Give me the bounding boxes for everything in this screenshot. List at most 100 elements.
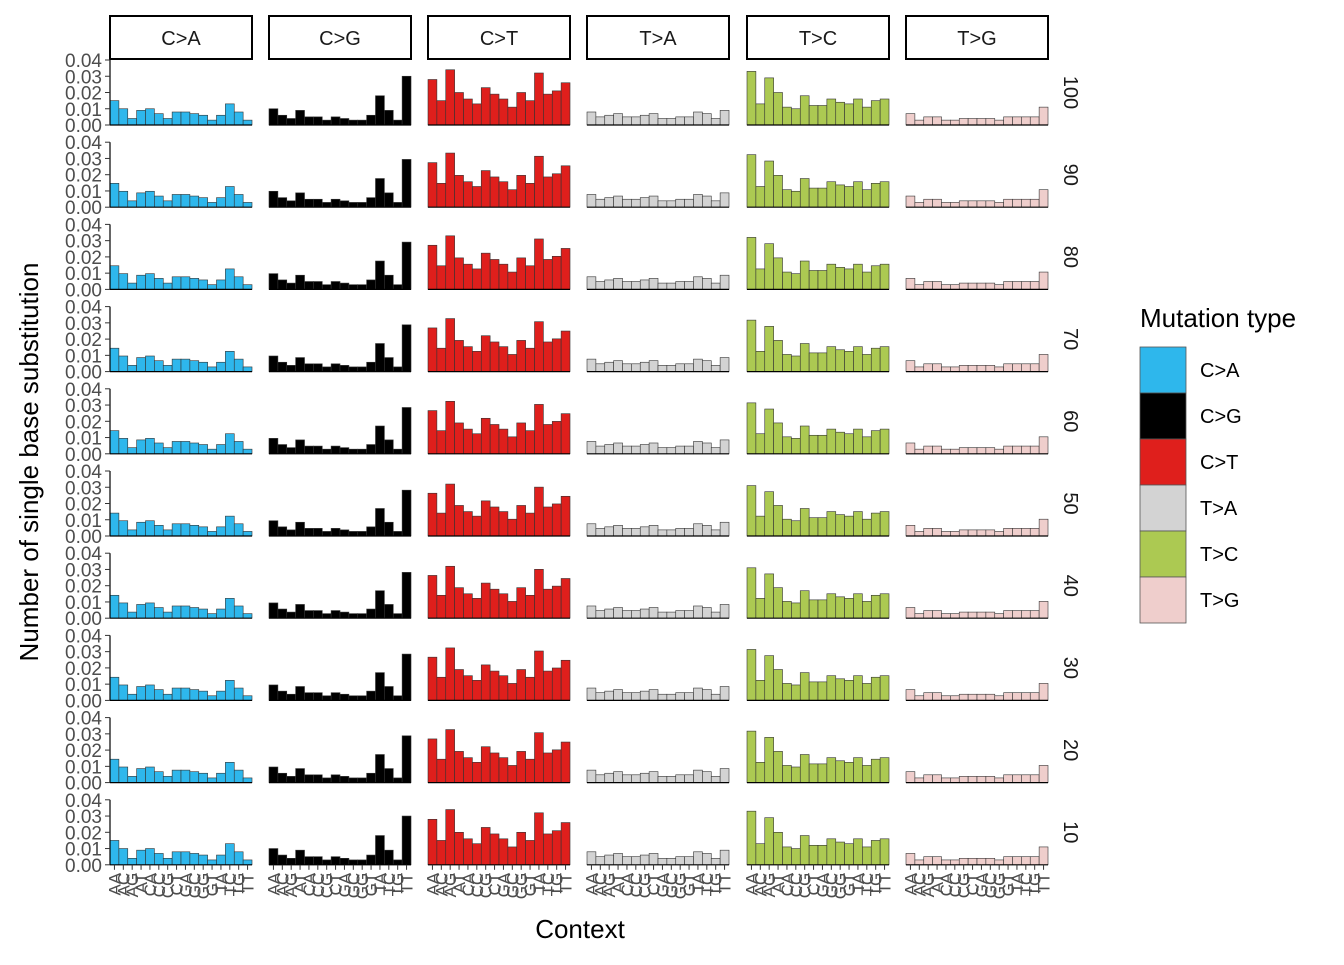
y-tick-label: 0.01 <box>65 429 102 450</box>
bar <box>366 361 376 372</box>
y-tick-label: 0.00 <box>65 527 102 548</box>
bar <box>534 812 544 866</box>
bar <box>862 271 872 290</box>
bar <box>198 854 208 866</box>
bar <box>286 365 296 372</box>
bar <box>622 856 632 866</box>
bar <box>1003 281 1013 290</box>
x-tick-label: TC <box>380 873 399 896</box>
bar <box>392 695 403 701</box>
bar <box>648 195 659 208</box>
bar <box>348 531 359 537</box>
y-tick-label: 0.00 <box>65 609 102 630</box>
bar <box>463 181 473 208</box>
bar <box>233 769 244 783</box>
bar <box>808 517 819 537</box>
bar <box>507 436 518 455</box>
bar <box>551 90 562 126</box>
bar <box>392 448 403 455</box>
bar <box>1029 528 1040 537</box>
y-tick-label: 0.00 <box>65 856 102 877</box>
bar <box>764 737 774 783</box>
x-tick-label: AA <box>423 872 442 895</box>
bar <box>826 511 837 537</box>
bar <box>489 259 500 290</box>
bar <box>534 650 544 701</box>
bar <box>657 200 668 208</box>
bar <box>286 611 296 619</box>
bar <box>958 611 969 619</box>
bar <box>719 192 730 208</box>
legend-swatch <box>1139 576 1187 624</box>
bar <box>791 602 801 619</box>
bar <box>136 110 146 126</box>
x-tick-label: AC <box>910 873 929 897</box>
bar <box>817 844 828 866</box>
bar <box>693 687 703 701</box>
bar <box>180 851 191 866</box>
bar <box>339 693 350 701</box>
bar <box>595 774 606 783</box>
bar <box>631 528 641 537</box>
bar <box>225 186 235 208</box>
bar <box>277 197 288 208</box>
y-tick-label: 0.00 <box>65 445 102 466</box>
bar <box>719 439 730 455</box>
bar <box>189 771 200 783</box>
bar <box>808 681 819 701</box>
bar <box>764 655 774 701</box>
bar <box>941 366 951 372</box>
bar <box>746 730 757 783</box>
x-tick-label: CT <box>964 873 983 896</box>
bar <box>313 116 323 126</box>
y-tick-label: 0.03 <box>65 643 102 664</box>
bar <box>923 281 933 290</box>
bar <box>1012 116 1022 126</box>
bar <box>516 92 526 126</box>
bar <box>826 98 837 126</box>
bar <box>357 119 367 126</box>
bar <box>375 178 385 208</box>
bar <box>136 686 146 701</box>
bar <box>666 447 677 455</box>
bar <box>870 512 881 537</box>
bar <box>773 587 783 619</box>
x-tick-label: AC <box>751 873 770 897</box>
bar <box>844 433 854 455</box>
bar <box>233 441 244 455</box>
bar <box>357 695 367 701</box>
bar <box>180 276 191 290</box>
bar <box>445 647 455 701</box>
bar <box>746 649 757 701</box>
bar <box>207 777 217 783</box>
bar <box>286 857 296 866</box>
bar <box>560 248 571 290</box>
bar <box>808 763 819 783</box>
x-tick-label: TC <box>539 873 558 896</box>
bar <box>702 360 712 372</box>
bar <box>198 361 208 372</box>
bar <box>905 195 916 208</box>
bar <box>480 664 491 701</box>
bar <box>976 776 987 783</box>
bar <box>844 843 854 866</box>
x-tick-label: TT <box>876 873 895 894</box>
bar <box>923 198 933 208</box>
x-tick-label: TA <box>530 872 549 893</box>
bar <box>808 599 819 619</box>
bar <box>330 363 341 372</box>
bar <box>472 680 482 701</box>
facet-row-label: 20 <box>1059 739 1081 761</box>
bar <box>923 610 933 619</box>
bar <box>835 431 845 455</box>
bar <box>392 613 403 619</box>
bar <box>870 183 881 208</box>
bar <box>1038 683 1049 701</box>
bar <box>384 521 394 537</box>
bar <box>427 79 438 126</box>
bar <box>127 611 137 619</box>
bar <box>498 675 509 701</box>
bar <box>330 116 341 126</box>
facet-strip <box>427 15 571 60</box>
x-tick-label: TG <box>230 873 249 897</box>
